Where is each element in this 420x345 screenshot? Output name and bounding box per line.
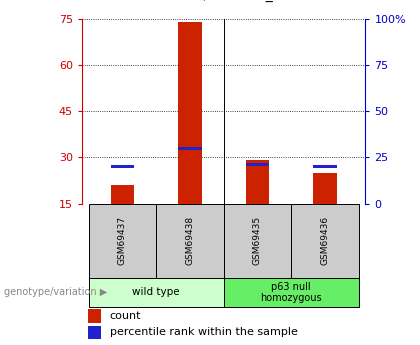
Bar [313, 165, 337, 168]
Bar [110, 185, 134, 204]
Bar [224, 204, 291, 278]
Bar [224, 278, 359, 307]
Bar [246, 160, 269, 204]
Bar [178, 147, 202, 150]
Text: GSM69438: GSM69438 [185, 216, 194, 265]
Text: GDS1435 / 109498_at: GDS1435 / 109498_at [134, 0, 286, 2]
Bar [89, 204, 156, 278]
Bar [178, 22, 202, 204]
Text: p63 null
homozygous: p63 null homozygous [260, 282, 322, 303]
Bar [88, 309, 101, 323]
Bar [291, 204, 359, 278]
Text: GSM69437: GSM69437 [118, 216, 127, 265]
Text: percentile rank within the sample: percentile rank within the sample [110, 327, 297, 337]
Bar [110, 165, 134, 168]
Bar [89, 278, 224, 307]
Text: wild type: wild type [132, 287, 180, 297]
Bar [313, 173, 337, 204]
Bar [88, 326, 101, 339]
Text: count: count [110, 311, 141, 321]
Text: GSM69435: GSM69435 [253, 216, 262, 265]
Text: genotype/variation ▶: genotype/variation ▶ [4, 287, 108, 297]
Text: GSM69436: GSM69436 [320, 216, 329, 265]
Bar [246, 164, 269, 166]
Bar [156, 204, 224, 278]
